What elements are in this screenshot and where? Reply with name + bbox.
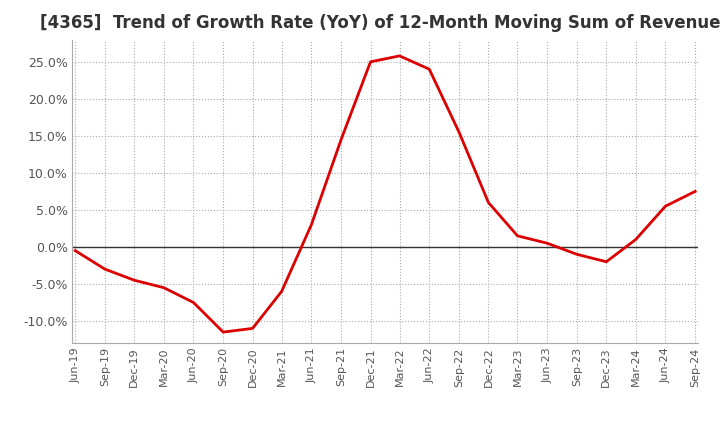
Title: [4365]  Trend of Growth Rate (YoY) of 12-Month Moving Sum of Revenues: [4365] Trend of Growth Rate (YoY) of 12-… bbox=[40, 15, 720, 33]
